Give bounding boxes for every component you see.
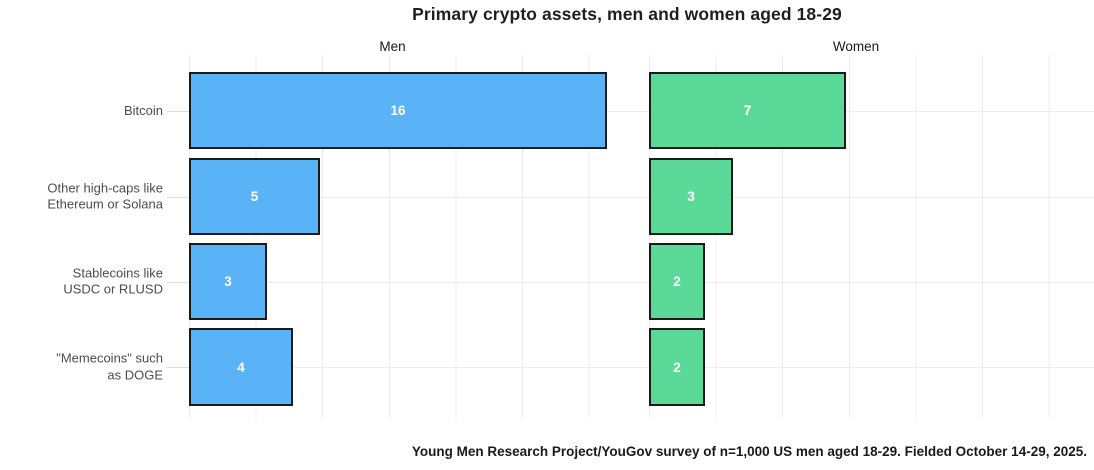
gridline: [189, 281, 1094, 283]
axis-tick: [167, 367, 189, 369]
axis-tick: [167, 281, 189, 283]
bar-men-2: 3: [189, 242, 267, 321]
bar-value-label: 5: [250, 189, 259, 205]
gridline: [189, 110, 1094, 112]
axis-tick: [167, 110, 189, 112]
category-label: Other high-caps like Ethereum or Solana: [47, 180, 163, 212]
chart-caption: Young Men Research Project/YouGov survey…: [411, 444, 1087, 459]
bar-value-label: 4: [237, 359, 245, 375]
bar-men-1: 5: [189, 157, 320, 236]
bar-value-label: 2: [673, 359, 681, 375]
bar-value-label: 2: [673, 274, 681, 290]
bar-women-3: 2: [649, 328, 705, 406]
category-label: Stablecoins like USDC or RLUSD: [63, 265, 163, 297]
bar-women-2: 2: [649, 242, 705, 321]
gridline: [189, 367, 1094, 369]
facet-label-women: Women: [832, 39, 880, 54]
gridline: [189, 196, 1094, 198]
facet-label-men: Men: [379, 39, 406, 54]
bar-value-label: 7: [743, 103, 752, 118]
category-label: "Memecoins" such as DOGE: [56, 350, 163, 383]
bar-women-0: 7: [649, 71, 846, 150]
bar-men-0: 16: [189, 71, 607, 150]
bar-value-label: 3: [224, 274, 232, 290]
panel-men: 16 5 3 4: [189, 55, 630, 418]
category-label: Bitcoin: [123, 102, 163, 118]
bar-value-label: 16: [390, 103, 406, 118]
bar-men-3: 4: [189, 328, 293, 406]
bar-women-1: 3: [649, 157, 733, 236]
panel-women: 7 3 2 2: [649, 55, 1094, 418]
bar-value-label: 3: [687, 189, 695, 205]
axis-tick: [167, 196, 189, 198]
chart-title: Primary crypto assets, men and women age…: [412, 4, 842, 24]
